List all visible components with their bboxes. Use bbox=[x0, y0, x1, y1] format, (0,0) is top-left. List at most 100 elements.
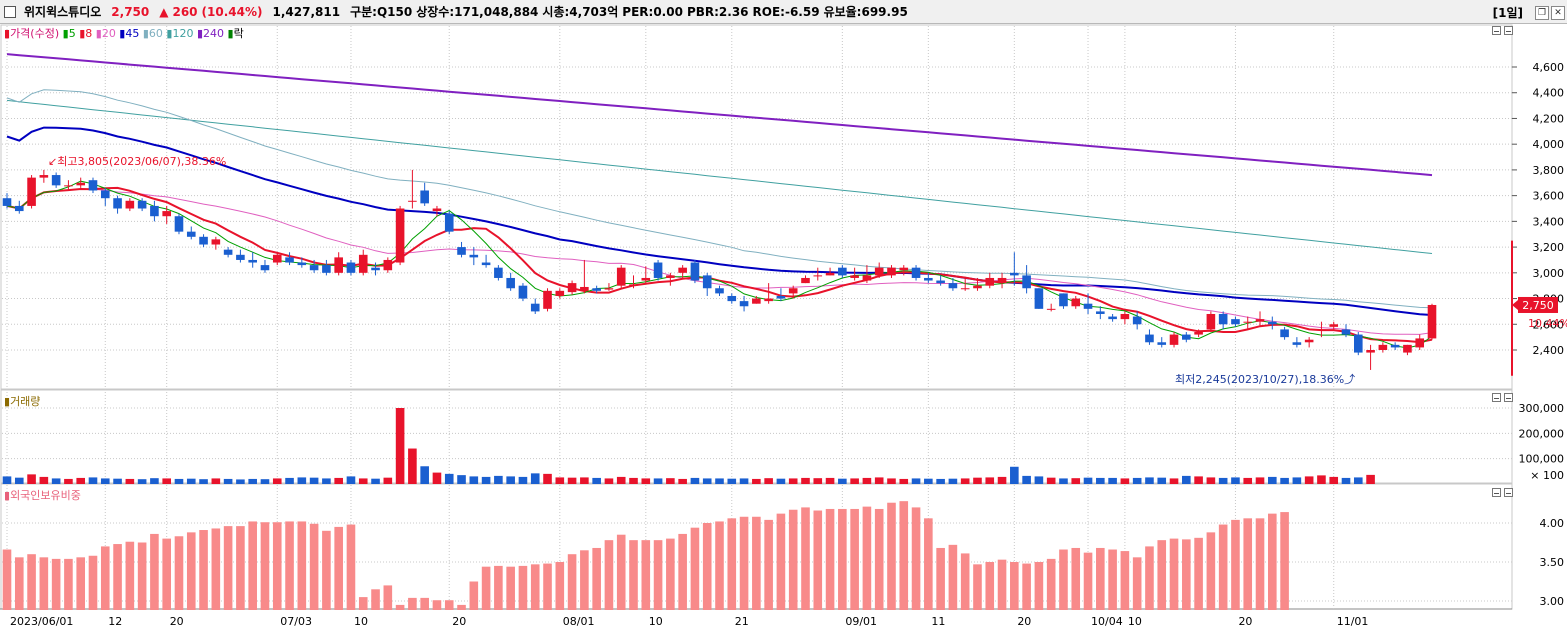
panel-close-icon[interactable] bbox=[1504, 393, 1513, 402]
per-value: PER:0.00 bbox=[622, 4, 683, 19]
volume-bar bbox=[260, 479, 270, 484]
candle-body bbox=[911, 267, 921, 278]
volume-tick-label: × 100 bbox=[1530, 469, 1564, 482]
period-selector[interactable]: [1일] bbox=[1492, 6, 1523, 20]
volume-bar bbox=[666, 478, 675, 484]
ma-45-line bbox=[6, 126, 1433, 316]
date-label: 07/03 bbox=[280, 615, 312, 628]
foreign-bar bbox=[1268, 513, 1277, 610]
candle-body bbox=[1120, 313, 1130, 320]
candle-body bbox=[690, 262, 700, 281]
candle-body bbox=[248, 259, 257, 263]
candle-body bbox=[260, 265, 270, 271]
foreign-bar bbox=[592, 547, 601, 610]
volume-bar bbox=[1022, 475, 1031, 484]
foreign-bar bbox=[162, 538, 171, 610]
volume-bar bbox=[358, 478, 368, 484]
stock-info-bar: 위지윅스튜디오 2,750 ▲ 260 (10.44%) 1,427,811 구… bbox=[0, 0, 1567, 24]
candle-body bbox=[322, 265, 331, 273]
volume-bar bbox=[715, 478, 724, 484]
panel-minimize-icon[interactable] bbox=[1492, 393, 1501, 402]
foreign-bar bbox=[1059, 549, 1068, 610]
price-change-percent: (10.44%) bbox=[201, 4, 263, 19]
candle-body bbox=[985, 277, 995, 286]
candle-body bbox=[150, 205, 159, 217]
volume-bar bbox=[985, 477, 995, 484]
volume-bar bbox=[39, 476, 49, 484]
candle-body bbox=[444, 213, 454, 232]
date-label: 11 bbox=[931, 615, 945, 628]
foreign-tick-label: 3.50 bbox=[1540, 556, 1565, 569]
current-pct-label: 10.44% bbox=[1528, 317, 1567, 330]
foreign-bar bbox=[64, 558, 73, 610]
candle-body bbox=[739, 301, 749, 307]
ma-legend-item: ▮240 bbox=[193, 27, 224, 40]
volume-bar bbox=[1182, 475, 1191, 484]
volume-bar bbox=[702, 478, 712, 484]
foreign-bar bbox=[1071, 547, 1081, 610]
candle-body bbox=[137, 200, 147, 209]
foreign-bar bbox=[862, 506, 872, 610]
foreign-bar bbox=[1083, 552, 1093, 610]
candle-body bbox=[1255, 319, 1265, 322]
volume-bar bbox=[1218, 477, 1228, 484]
candle-body bbox=[1415, 338, 1425, 348]
volume-bar bbox=[1353, 477, 1363, 484]
foreign-bar bbox=[1034, 562, 1044, 610]
volume-bar bbox=[567, 477, 577, 484]
candle-body bbox=[100, 190, 110, 199]
candle-body bbox=[162, 211, 171, 217]
candle-body bbox=[715, 288, 724, 294]
panel-close-icon[interactable] bbox=[1504, 26, 1513, 35]
volume-bar bbox=[825, 477, 835, 484]
candle-body bbox=[1096, 311, 1105, 314]
candle-body bbox=[555, 290, 565, 296]
volume-bar bbox=[444, 473, 454, 484]
volume-bar bbox=[1243, 477, 1253, 484]
foreign-bar bbox=[39, 557, 49, 610]
volume-bar bbox=[788, 478, 798, 484]
volume-bar bbox=[592, 477, 601, 484]
volume-bar bbox=[51, 478, 61, 484]
foreign-bar bbox=[358, 597, 368, 610]
date-label: 12 bbox=[108, 615, 122, 628]
panel-close-icon[interactable] bbox=[1504, 488, 1513, 497]
volume-bar bbox=[801, 477, 810, 484]
foreign-bar bbox=[506, 566, 515, 610]
candle-body bbox=[874, 267, 884, 276]
foreign-bar bbox=[457, 604, 466, 610]
panel-minimize-icon[interactable] bbox=[1492, 488, 1501, 497]
legend-marker-icon: ▮ bbox=[4, 395, 11, 408]
candle-body bbox=[1182, 334, 1191, 340]
volume-bar bbox=[494, 475, 503, 484]
select-checkbox[interactable] bbox=[4, 5, 16, 18]
ma-legend-item: ▮5 bbox=[62, 27, 76, 40]
volume-bar bbox=[911, 478, 921, 484]
candle-body bbox=[776, 295, 786, 299]
panel-minimize-icon[interactable] bbox=[1492, 26, 1501, 35]
volume-bar bbox=[64, 478, 73, 484]
candle-body bbox=[752, 298, 761, 304]
restore-icon[interactable]: ❐ bbox=[1535, 5, 1549, 20]
foreign-bar bbox=[297, 521, 307, 610]
foreign-bar bbox=[752, 516, 761, 610]
volume-bar bbox=[76, 477, 86, 484]
volume-bar bbox=[997, 476, 1007, 484]
volume-bar bbox=[457, 475, 466, 484]
ma-5-line bbox=[6, 180, 1433, 349]
low-annotation: 최저2,245(2023/10/27),18.36%⤴ bbox=[1175, 372, 1355, 386]
candle-body bbox=[494, 267, 503, 278]
candle-body bbox=[457, 247, 466, 255]
candle-body bbox=[174, 216, 184, 232]
candle-body bbox=[604, 288, 614, 290]
legend-marker-icon: ▮ bbox=[4, 27, 11, 40]
volume-bar bbox=[850, 478, 859, 484]
candle-body bbox=[88, 180, 98, 191]
close-icon[interactable]: ✕ bbox=[1551, 5, 1565, 20]
candle-body bbox=[764, 298, 773, 302]
candle-body bbox=[641, 277, 651, 281]
foreign-bar bbox=[887, 502, 896, 610]
candle-body bbox=[1046, 308, 1056, 310]
foreign-bar bbox=[1231, 519, 1240, 610]
volume-bar bbox=[1034, 476, 1044, 484]
